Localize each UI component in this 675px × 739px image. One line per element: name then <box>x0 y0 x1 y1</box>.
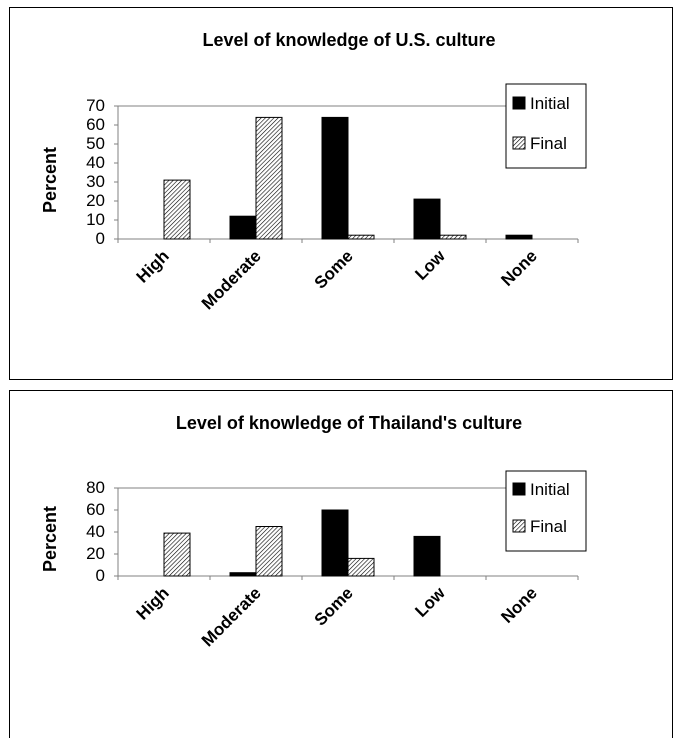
y-tick-label: 20 <box>86 191 105 210</box>
legend-box <box>505 83 587 169</box>
category-labels: High Moderate Some Low None <box>133 246 541 313</box>
bar-initial <box>413 535 441 577</box>
bar-final <box>347 234 375 240</box>
legend: Initial Final <box>505 83 587 169</box>
y-axis-label: Percent <box>40 147 60 213</box>
chart-title: Level of knowledge of U.S. culture <box>202 30 495 50</box>
bar-initial <box>229 572 257 577</box>
y-tick-label: 0 <box>96 229 105 248</box>
chart-panel-thailand: Level of knowledge of Thailand's culture… <box>9 390 673 738</box>
bar-initial <box>321 509 349 577</box>
y-tick-label: 80 <box>86 478 105 497</box>
y-tick-label: 10 <box>86 210 105 229</box>
legend-swatch-final <box>512 136 526 150</box>
category-label: None <box>497 246 540 289</box>
y-tick-label: 60 <box>86 500 105 519</box>
y-tick-label: 40 <box>86 153 105 172</box>
bar-final <box>347 557 375 577</box>
y-tick-label: 30 <box>86 172 105 191</box>
category-labels: High Moderate Some Low None <box>133 583 541 650</box>
y-tick-label: 40 <box>86 522 105 541</box>
category-label: Some <box>311 583 357 629</box>
y-tick-label: 60 <box>86 115 105 134</box>
category-label: Some <box>311 246 357 292</box>
bar-initial <box>413 198 441 240</box>
category-label: High <box>133 246 173 286</box>
legend-label-final: Final <box>530 134 567 153</box>
chart-us-culture: Level of knowledge of U.S. culture Perce… <box>40 30 587 313</box>
chart-title: Level of knowledge of Thailand's culture <box>176 413 522 433</box>
y-ticks: 70 60 50 40 30 20 10 0 <box>86 96 105 248</box>
chart-panel-us: Level of knowledge of U.S. culture Perce… <box>9 7 673 380</box>
y-tick-label: 50 <box>86 134 105 153</box>
legend-label-initial: Initial <box>530 480 570 499</box>
bar-initial <box>321 116 349 240</box>
category-label: High <box>133 583 173 623</box>
legend: Initial Final <box>505 470 587 552</box>
chart-thailand-culture: Level of knowledge of Thailand's culture… <box>40 413 587 650</box>
legend-label-final: Final <box>530 517 567 536</box>
bar-initial <box>229 215 257 240</box>
bar-final <box>163 179 191 240</box>
legend-swatch-initial <box>512 482 526 496</box>
category-label: Low <box>411 246 449 284</box>
y-tick-label: 20 <box>86 544 105 563</box>
bar-initial <box>505 234 533 240</box>
bar-final <box>255 526 283 577</box>
category-label: Low <box>411 583 449 621</box>
legend-swatch-initial <box>512 96 526 110</box>
legend-label-initial: Initial <box>530 94 570 113</box>
bars <box>163 509 441 577</box>
bars <box>163 116 533 240</box>
y-ticks: 80 60 40 20 0 <box>86 478 105 585</box>
legend-swatch-final <box>512 519 526 533</box>
y-axis-label: Percent <box>40 506 60 572</box>
bar-final <box>163 532 191 577</box>
y-tick-label: 70 <box>86 96 105 115</box>
category-label: Moderate <box>198 583 265 650</box>
bar-final <box>439 234 467 240</box>
category-label: Moderate <box>198 246 265 313</box>
bar-final <box>255 116 283 240</box>
y-tick-label: 0 <box>96 566 105 585</box>
category-label: None <box>497 583 540 626</box>
